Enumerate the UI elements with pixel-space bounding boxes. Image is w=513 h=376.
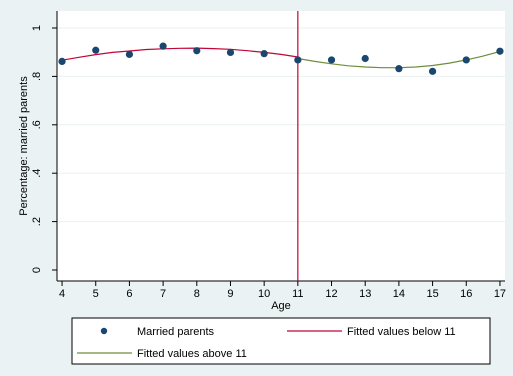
data-point — [226, 48, 235, 57]
x-tick-label: 13 — [359, 288, 371, 300]
y-axis-title: Percentage: married parents — [18, 76, 30, 216]
legend-marker-married-parents — [100, 327, 108, 335]
gridlines — [57, 27, 505, 223]
legend-label-married-parents: Married parents — [137, 326, 215, 338]
data-point — [159, 42, 167, 50]
y-tick-label: .4 — [31, 169, 43, 178]
x-tick-label: 10 — [258, 288, 270, 300]
y-tick-label: .6 — [31, 120, 43, 129]
data-point — [92, 46, 100, 54]
fitted-line-1 — [61, 47, 298, 61]
x-tick-label: 7 — [160, 288, 166, 300]
y-tick-label: 0 — [31, 267, 43, 273]
x-tick-label: 8 — [194, 288, 200, 300]
x-ticks: 4 5 6 7 8 9 10 11 12 13 14 15 16 17 — [59, 281, 506, 300]
data-point — [496, 47, 504, 55]
y-tick-label: 1 — [31, 25, 43, 31]
x-tick-label: 15 — [426, 288, 438, 300]
data-point — [361, 54, 369, 63]
legend-label-fitted-above: Fitted values above 11 — [137, 348, 247, 360]
data-point — [294, 56, 302, 64]
legend-label-fitted-below: Fitted values below 11 — [347, 326, 456, 338]
x-axis-title: Age — [271, 300, 291, 312]
x-tick-label: 16 — [460, 288, 472, 300]
x-tick-label: 9 — [227, 288, 233, 300]
data-point — [395, 65, 403, 73]
x-tick-label: 6 — [126, 288, 132, 300]
y-tick-label: .2 — [31, 217, 43, 226]
data-point — [428, 67, 437, 75]
data-point — [327, 56, 336, 64]
data-point — [260, 50, 268, 58]
data-point — [462, 56, 470, 64]
x-tick-label: 5 — [93, 288, 99, 300]
y-ticks: 0 .2 .4 .6 .8 1 — [31, 25, 57, 273]
scatter-points — [58, 42, 504, 75]
x-tick-label: 14 — [393, 288, 405, 300]
x-tick-label: 17 — [494, 288, 506, 300]
legend: Married parents Fitted values below 11 F… — [71, 317, 491, 365]
data-point — [58, 57, 66, 65]
data-point — [193, 47, 201, 55]
axes — [56, 11, 505, 282]
data-point — [125, 50, 134, 58]
x-tick-label: 12 — [325, 288, 337, 300]
legend-box — [71, 317, 491, 365]
y-tick-label: .8 — [31, 72, 43, 81]
x-tick-label: 4 — [59, 288, 65, 300]
x-tick-label: 11 — [292, 288, 303, 300]
